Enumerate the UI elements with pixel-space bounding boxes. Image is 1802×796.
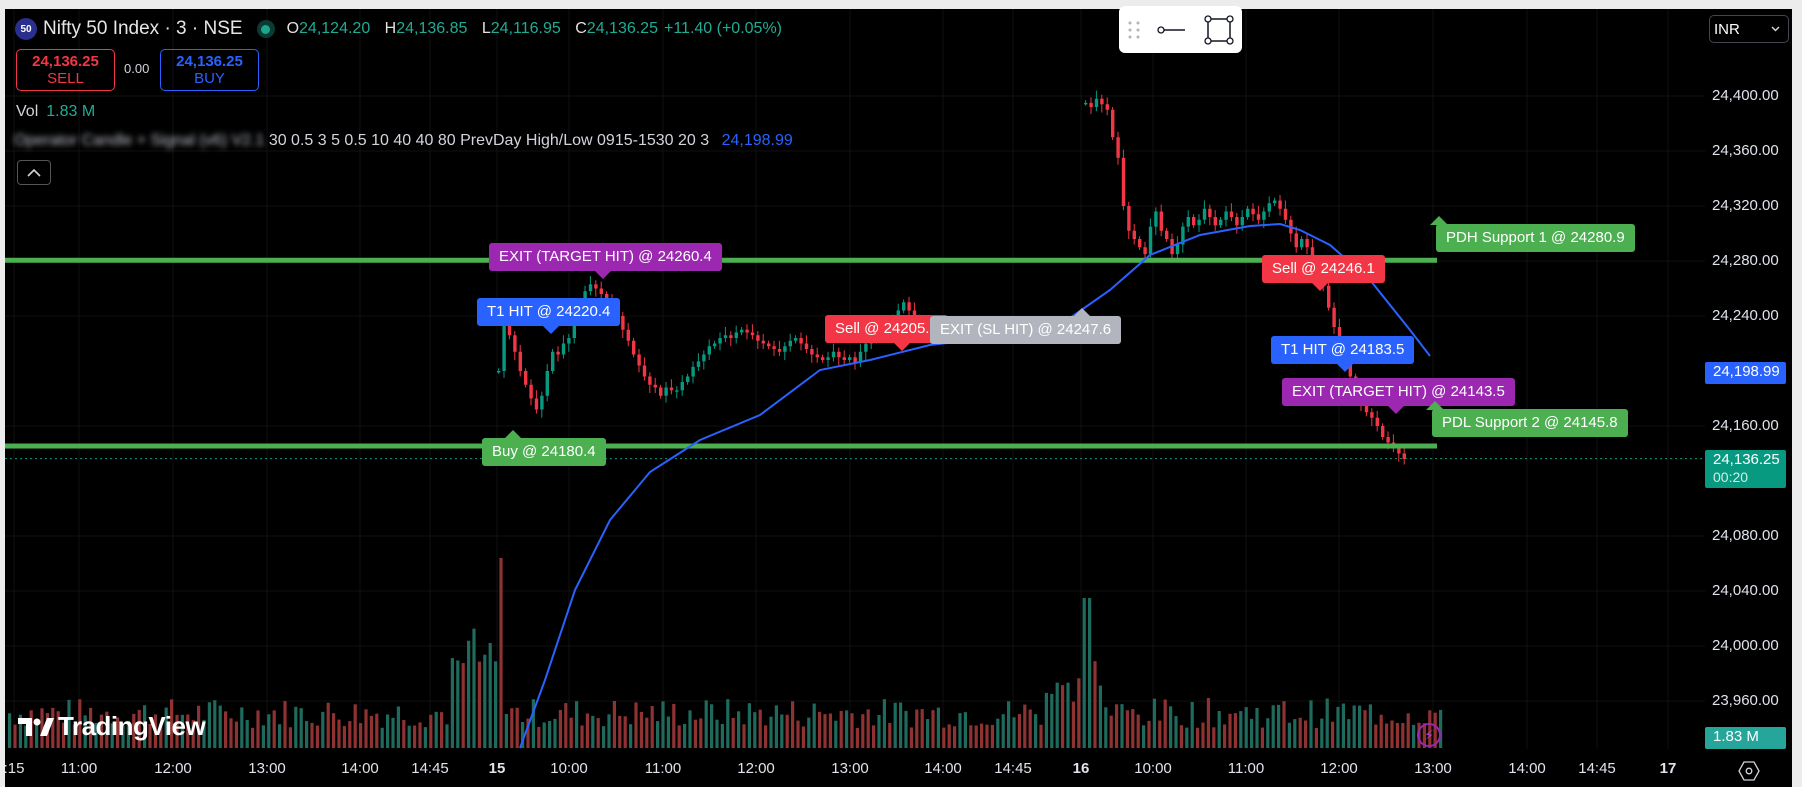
last-price-tag: 24,136.25 00:20 <box>1705 450 1786 488</box>
time-tick-label: 12:00 <box>154 760 192 777</box>
symbol-title[interactable]: Nifty 50 Index · 3 · NSE <box>43 18 243 39</box>
time-tick-label: 12:00 <box>1320 760 1358 777</box>
time-tick-label: 14:45 <box>994 760 1032 777</box>
drag-handle-icon[interactable] <box>1127 20 1141 40</box>
axis-settings-icon[interactable] <box>1738 760 1760 782</box>
indicator-legend[interactable]: Operator Candle + Signal (v6) V2.1 30 0.… <box>14 132 793 150</box>
time-tick-label: :15 <box>3 760 25 777</box>
signal-label-buy[interactable]: Buy @ 24180.4 <box>482 430 606 466</box>
buy-button[interactable]: 24,136.25 BUY <box>160 49 259 91</box>
open-value: 24,124.20 <box>299 20 371 37</box>
volume-legend[interactable]: Vol 1.83 M <box>16 103 95 121</box>
price-tick-label: 24,360.00 <box>1712 142 1779 159</box>
time-tick-label: 11:00 <box>1227 760 1265 777</box>
time-tick-label: 15 <box>488 760 506 777</box>
price-tick-label: 24,280.00 <box>1712 252 1779 269</box>
time-tick-label: 13:00 <box>1414 760 1452 777</box>
time-tick-label: 14:00 <box>1508 760 1546 777</box>
currency-value: INR <box>1714 20 1740 38</box>
indicator-name: Operator Candle + Signal (v6) V2.1 <box>14 132 265 149</box>
level-label-pdh[interactable]: PDH Support 1 @ 24280.9 <box>1430 216 1635 252</box>
indicator-value: 24,198.99 <box>721 132 793 149</box>
window-top-strip <box>0 0 1802 9</box>
floating-drawing-toolbar <box>1119 6 1242 53</box>
volume-value: 1.83 M <box>46 103 96 120</box>
price-tick-label: 24,160.00 <box>1712 417 1779 434</box>
volume-label: Vol <box>16 103 39 120</box>
time-tick-label: 17 <box>1659 760 1677 777</box>
time-tick-label: 14:45 <box>411 760 449 777</box>
time-tick-label: 14:45 <box>1578 760 1616 777</box>
time-tick-label: 12:00 <box>737 760 775 777</box>
buy-label: BUY <box>194 70 225 87</box>
ohlc-values: O24,124.20 H24,136.85 L24,116.95 C24,136… <box>286 20 782 37</box>
time-tick-label: 14:00 <box>341 760 379 777</box>
signal-label-t1[interactable]: T1 HIT @ 24220.4 <box>477 298 621 334</box>
chevron-down-icon <box>1771 26 1780 32</box>
spread-value: 0.00 <box>124 61 150 76</box>
price-tick-label: 23,960.00 <box>1712 692 1779 709</box>
level-label-pdl[interactable]: PDL Support 2 @ 24145.8 <box>1426 401 1628 437</box>
sell-price: 24,136.25 <box>32 53 99 70</box>
time-tick-label: 13:00 <box>831 760 869 777</box>
ma-price-tag: 24,198.99 <box>1705 362 1786 384</box>
price-tick-label: 24,400.00 <box>1712 87 1779 104</box>
signal-label-sell[interactable]: Sell @ 24246.1 <box>1262 255 1385 291</box>
collapse-legend-button[interactable] <box>17 160 51 185</box>
symbol-logo-icon: 50 <box>15 18 37 40</box>
time-tick-label: 14:00 <box>924 760 962 777</box>
sell-button[interactable]: 24,136.25 SELL <box>16 49 115 91</box>
signal-label-exit-target[interactable]: EXIT (TARGET HIT) @ 24260.4 <box>489 243 722 279</box>
signal-label-exit-target[interactable]: EXIT (TARGET HIT) @ 24143.5 <box>1282 378 1515 414</box>
price-tick-label: 24,240.00 <box>1712 307 1779 324</box>
sell-label: SELL <box>47 70 84 87</box>
window-right-strip <box>1792 0 1802 796</box>
time-tick-label: 11:00 <box>644 760 682 777</box>
symbol-legend: 50 Nifty 50 Index · 3 · NSE O24,124.20 H… <box>15 18 792 40</box>
currency-select[interactable]: INR <box>1709 15 1789 43</box>
lightning-alert-icon[interactable]: ⚡ <box>1417 723 1441 747</box>
time-tick-label: 13:00 <box>248 760 286 777</box>
price-tick-label: 24,000.00 <box>1712 637 1779 654</box>
watermark-text: TradingView <box>58 711 206 741</box>
signal-label-sell[interactable]: Sell @ 24205.2 <box>825 315 948 351</box>
price-tick-label: 24,080.00 <box>1712 527 1779 544</box>
change-value: +11.40 (+0.05%) <box>663 20 782 37</box>
high-value: 24,136.85 <box>396 20 468 37</box>
indicator-params: 30 0.5 3 5 0.5 10 40 40 80 PrevDay High/… <box>268 132 710 149</box>
window-bottom-strip <box>0 787 1802 796</box>
price-chart-canvas[interactable] <box>5 9 1792 787</box>
volume-price-tag: 1.83 M <box>1705 727 1786 749</box>
price-tick-label: 24,320.00 <box>1712 197 1779 214</box>
signal-label-t1[interactable]: T1 HIT @ 24183.5 <box>1271 336 1415 372</box>
signal-label-exit-sl[interactable]: EXIT (SL HIT) @ 24247.6 <box>930 308 1122 344</box>
tradingview-watermark[interactable]: TradingView <box>18 711 206 742</box>
chevron-up-icon <box>27 168 41 177</box>
tradingview-logo-icon <box>18 717 54 736</box>
time-tick-label: 16 <box>1072 760 1090 777</box>
line-tool-icon[interactable] <box>1157 24 1187 36</box>
buy-price: 24,136.25 <box>176 53 243 70</box>
price-tick-label: 24,040.00 <box>1712 582 1779 599</box>
low-value: 24,116.95 <box>490 20 561 37</box>
time-tick-label: 11:00 <box>60 760 98 777</box>
time-tick-label: 10:00 <box>550 760 588 777</box>
rectangle-tool-icon[interactable] <box>1204 14 1234 45</box>
time-tick-label: 10:00 <box>1134 760 1172 777</box>
close-value: 24,136.25 <box>586 20 658 37</box>
market-open-status-icon <box>256 20 275 38</box>
